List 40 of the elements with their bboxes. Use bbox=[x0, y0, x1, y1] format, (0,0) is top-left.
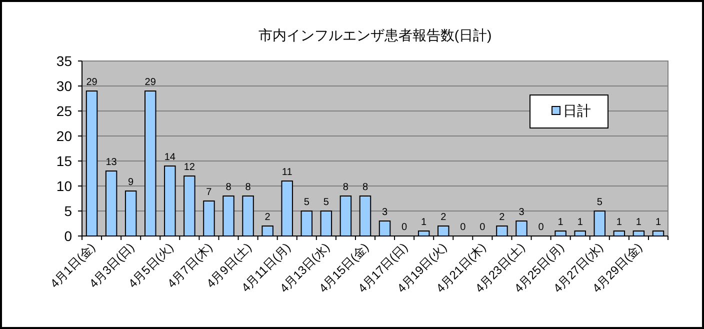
data-label: 5 bbox=[304, 197, 310, 208]
data-label: 29 bbox=[86, 77, 98, 88]
data-label: 1 bbox=[558, 217, 564, 228]
data-label: 11 bbox=[282, 167, 293, 178]
y-tick-label: 0 bbox=[64, 228, 72, 244]
data-label: 5 bbox=[323, 197, 330, 208]
data-label: 29 bbox=[144, 77, 156, 88]
data-label: 8 bbox=[342, 182, 349, 193]
data-label: 0 bbox=[460, 222, 466, 233]
data-label: 5 bbox=[596, 197, 603, 208]
data-label: 0 bbox=[538, 222, 544, 233]
legend-label: 日計 bbox=[563, 102, 591, 118]
data-label: 1 bbox=[421, 217, 428, 228]
chart-title: 市内インフルエンザ患者報告数(日計) bbox=[258, 27, 492, 43]
data-label: 8 bbox=[226, 182, 232, 193]
data-label: 0 bbox=[402, 222, 408, 233]
y-tick-label: 35 bbox=[56, 53, 72, 69]
data-label: 3 bbox=[382, 207, 388, 218]
y-tick-label: 15 bbox=[56, 153, 72, 169]
data-label: 2 bbox=[499, 212, 506, 223]
data-label: 3 bbox=[518, 207, 525, 218]
y-tick-label: 30 bbox=[56, 78, 72, 94]
y-tick-label: 20 bbox=[56, 128, 72, 144]
data-label: 1 bbox=[616, 217, 622, 228]
data-label: 13 bbox=[106, 157, 118, 168]
data-label: 14 bbox=[164, 152, 176, 163]
y-tick-label: 5 bbox=[64, 203, 72, 219]
data-label: 2 bbox=[440, 212, 447, 223]
data-label: 12 bbox=[184, 162, 196, 173]
data-label: 8 bbox=[245, 182, 252, 193]
data-label: 1 bbox=[655, 217, 662, 228]
data-label: 1 bbox=[577, 217, 584, 228]
data-label: 0 bbox=[480, 222, 486, 233]
y-tick-label: 10 bbox=[56, 178, 72, 194]
data-label: 9 bbox=[128, 177, 134, 188]
data-label: 2 bbox=[264, 212, 271, 223]
data-label: 1 bbox=[636, 217, 642, 228]
data-label: 7 bbox=[206, 187, 212, 198]
data-label: 8 bbox=[362, 182, 368, 193]
y-tick-label: 25 bbox=[56, 103, 72, 119]
